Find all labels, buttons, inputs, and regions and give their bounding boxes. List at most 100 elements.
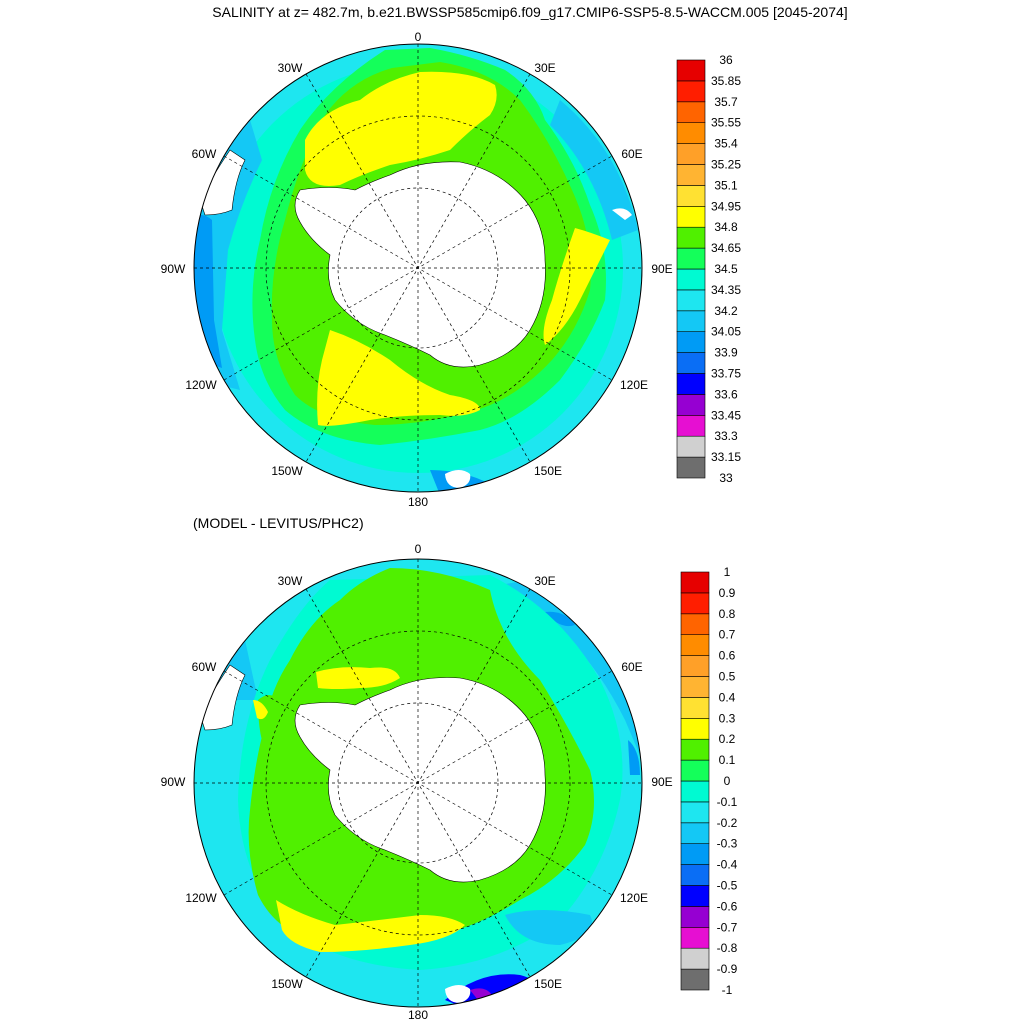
difference-colorbar: -1 -0.9 -0.8 -0.7 -0.6 -0.5 -0.4 -0.3 -0.2 -0.1 0 0… <box>680 565 738 997</box>
lon-label-180: 180 <box>408 495 428 509</box>
colorbar-box <box>676 331 706 353</box>
colorbar-box <box>676 373 706 395</box>
lon-label-150e: 150E <box>534 977 562 991</box>
colorbar-label: 34.2 <box>714 304 738 318</box>
colorbar-box <box>680 571 710 594</box>
colorbar-label: 34.95 <box>711 199 741 213</box>
colorbar-box <box>680 613 710 635</box>
antarctica-land-diff <box>294 677 546 883</box>
colorbar-label: 0.9 <box>719 586 736 600</box>
salinity-field-34.8-east <box>543 228 610 345</box>
colorbar-label: 35.25 <box>711 158 741 172</box>
colorbar-box <box>680 926 710 949</box>
lon-label-90e: 90E <box>651 775 672 789</box>
diff-field-0.2-weddell <box>316 667 400 689</box>
lon-label-60e: 60E <box>621 660 642 674</box>
colorbar-box <box>676 268 706 291</box>
lon-label-150w: 150W <box>271 464 303 478</box>
colorbar-label: 33.15 <box>711 450 741 464</box>
lon-label-30w: 30W <box>278 574 303 588</box>
colorbar-box <box>680 947 710 970</box>
diff-field-minus-0.4-edge <box>628 740 640 775</box>
colorbar-label: 34.35 <box>711 283 741 297</box>
lon-label-0: 0 <box>415 30 422 44</box>
colorbar-box <box>676 456 706 479</box>
salinity-field-34.8-weddell <box>305 71 497 186</box>
colorbar-label: -1 <box>722 983 733 997</box>
salinity-field-34.05-east <box>550 100 638 240</box>
colorbar-box <box>676 164 706 186</box>
colorbar-box <box>680 885 710 907</box>
lon-label-90e: 90E <box>651 262 672 276</box>
colorbar-label: 35.4 <box>714 137 738 151</box>
colorbar-label: -0.8 <box>717 941 738 955</box>
colorbar-box <box>680 864 710 886</box>
salinity-colorbar: 33 33.15 33.3 33.45 33.6 33.75 33.9 34.05 34.2 34… <box>676 53 741 485</box>
colorbar-box <box>680 759 710 782</box>
difference-fields <box>194 559 642 1007</box>
colorbar-label: 33.6 <box>714 387 738 401</box>
diff-field-minus-0.4-east <box>545 611 575 627</box>
salinity-field-34.8-ross <box>317 330 480 426</box>
colorbar-box <box>676 143 706 165</box>
colorbar-box <box>680 676 710 698</box>
colorbar-box <box>676 435 706 458</box>
colorbar-label: 33 <box>719 471 733 485</box>
colorbar-label: 0.6 <box>719 649 736 663</box>
antarctica-land <box>294 161 546 368</box>
colorbar-label: 0.8 <box>719 607 736 621</box>
colorbar-label: 0.7 <box>719 628 736 642</box>
colorbar-label: -0.4 <box>717 858 738 872</box>
colorbar-label: 33.9 <box>714 346 738 360</box>
colorbar-label: 0.2 <box>719 732 736 746</box>
colorbar-box <box>676 80 706 103</box>
colorbar-label: 33.3 <box>714 429 738 443</box>
lon-label-90w: 90W <box>161 262 186 276</box>
colorbar-box <box>676 59 706 82</box>
difference-map: 0 30E 60E 90E 120E 150E 180 150W 120W 90… <box>161 542 738 1022</box>
diff-field-minus-0.3-south <box>505 910 592 945</box>
colorbar-label: 33.45 <box>711 408 741 422</box>
lon-label-120e: 120E <box>620 378 648 392</box>
lon-label-90w: 90W <box>161 775 186 789</box>
colorbar-label: 34.65 <box>711 241 741 255</box>
lon-label-120w: 120W <box>185 891 217 905</box>
colorbar-box <box>680 634 710 656</box>
colorbar-box <box>680 780 710 803</box>
colorbar-label: 0.3 <box>719 711 736 725</box>
colorbar-label: 0.1 <box>719 753 736 767</box>
colorbar-box <box>680 655 710 677</box>
colorbar-label: 1 <box>724 565 731 579</box>
colorbar-label: -0.2 <box>717 816 738 830</box>
difference-longitude-labels: 0 30E 60E 90E 120E 150E 180 150W 120W 90… <box>161 542 673 1022</box>
colorbar-box <box>676 185 706 207</box>
diff-field-minus-0.7 <box>470 988 492 1000</box>
new-zealand-land <box>445 470 471 488</box>
colorbar-box <box>676 352 706 374</box>
lon-label-0: 0 <box>415 542 422 556</box>
colorbar-label: -0.6 <box>717 899 738 913</box>
colorbar-label: -0.5 <box>717 879 738 893</box>
colorbar-label: -0.1 <box>717 795 738 809</box>
salinity-map-border <box>193 43 643 493</box>
colorbar-label: 35.85 <box>711 74 741 88</box>
figure-title: SALINITY at z= 482.7m, b.e21.BWSSP585cmi… <box>212 4 847 20</box>
colorbar-box <box>680 717 710 740</box>
colorbar-label: 34.5 <box>714 262 738 276</box>
colorbar-label: 34.8 <box>714 220 738 234</box>
colorbar-box <box>680 592 710 615</box>
colorbar-box <box>676 247 706 270</box>
colorbar-label: 36 <box>719 53 733 67</box>
kerguelen-land <box>612 208 632 220</box>
salinity-fields <box>194 44 642 492</box>
lon-label-180: 180 <box>408 1008 428 1022</box>
salinity-map: 0 30E 60E 90E 120E 150E 180 150W 120W 90… <box>161 30 742 509</box>
new-zealand-land-diff <box>445 985 471 1003</box>
colorbar-box <box>680 906 710 928</box>
colorbar-label: -0.7 <box>717 920 738 934</box>
colorbar-box <box>680 697 710 719</box>
colorbar-label: -0.9 <box>717 962 738 976</box>
colorbar-box <box>680 968 710 991</box>
colorbar-box <box>676 101 706 124</box>
